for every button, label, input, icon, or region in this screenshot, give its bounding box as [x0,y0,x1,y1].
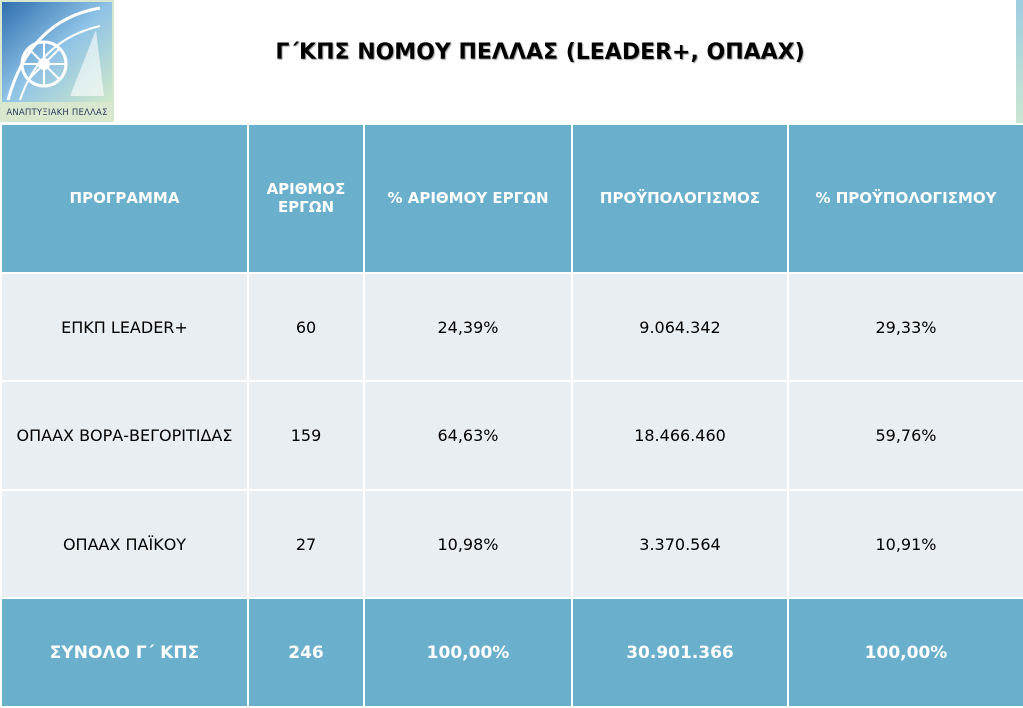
table-total-row: ΣΥΝΟΛΟ Γ΄ ΚΠΣ 246 100,00% 30.901.366 100… [0,597,1023,708]
header-budget-percent: % ΠΡΟΫΠΟΛΟΓΙΣΜΟΥ [787,123,1023,274]
cell-program: ΕΠΚΠ LEADER+ [0,271,249,383]
cell-project-count: 60 [247,271,365,383]
cell-project-count: 27 [247,488,365,600]
header-budget: ΠΡΟΫΠΟΛΟΓΙΣΜΟΣ [571,123,789,274]
header-project-count: ΑΡΙΘΜΟΣ ΕΡΓΩΝ [247,123,365,274]
cell-project-percent: 64,63% [363,380,573,491]
header-program: ΠΡΟΓΡΑΜΜΑ [0,123,249,274]
sailboat-wheel-logo-icon [0,0,114,122]
logo: ΑΝΑΠΤΥΞΙΑΚΗ ΠΕΛΛΑΣ [0,0,114,122]
total-label: ΣΥΝΟΛΟ Γ΄ ΚΠΣ [0,597,249,708]
total-project-percent: 100,00% [363,597,573,708]
cell-budget-percent: 10,91% [787,488,1023,600]
cell-program: ΟΠΑΑΧ ΒΟΡΑ-ΒΕΓΟΡΙΤΙΔΑΣ [0,380,249,491]
cell-budget-percent: 29,33% [787,271,1023,383]
cell-program: ΟΠΑΑΧ ΠΑΪΚΟΥ [0,488,249,600]
cell-budget: 3.370.564 [571,488,789,600]
total-budget: 30.901.366 [571,597,789,708]
logo-caption: ΑΝΑΠΤΥΞΙΑΚΗ ΠΕΛΛΑΣ [6,108,108,118]
total-budget-percent: 100,00% [787,597,1023,708]
table-header-row: ΠΡΟΓΡΑΜΜΑ ΑΡΙΘΜΟΣ ΕΡΓΩΝ % ΑΡΙΘΜΟΥ ΕΡΓΩΝ … [0,123,1023,274]
cell-budget: 18.466.460 [571,380,789,491]
table-row: ΕΠΚΠ LEADER+ 60 24,39% 9.064.342 29,33% [0,271,1023,383]
programs-table: ΠΡΟΓΡΑΜΜΑ ΑΡΙΘΜΟΣ ΕΡΓΩΝ % ΑΡΙΘΜΟΥ ΕΡΓΩΝ … [0,123,1023,708]
cell-project-percent: 10,98% [363,488,573,600]
cell-budget-percent: 59,76% [787,380,1023,491]
cell-project-count: 159 [247,380,365,491]
table-row: ΟΠΑΑΧ ΒΟΡΑ-ΒΕΓΟΡΙΤΙΔΑΣ 159 64,63% 18.466… [0,380,1023,491]
page-title: Γ΄ΚΠΣ ΝΟΜΟΥ ΠΕΛΛΑΣ (LEADER+, ΟΠΑΑΧ) [275,40,805,65]
cell-budget: 9.064.342 [571,271,789,383]
total-project-count: 246 [247,597,365,708]
header-project-percent: % ΑΡΙΘΜΟΥ ΕΡΓΩΝ [363,123,573,274]
decorative-strip [1016,0,1023,124]
table-row: ΟΠΑΑΧ ΠΑΪΚΟΥ 27 10,98% 3.370.564 10,91% [0,488,1023,600]
cell-project-percent: 24,39% [363,271,573,383]
